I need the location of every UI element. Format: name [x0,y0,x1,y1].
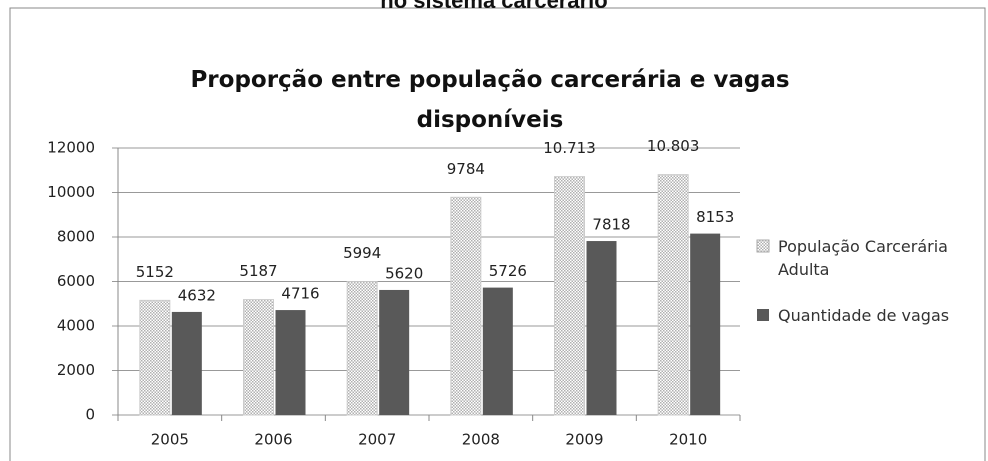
bar [554,176,585,416]
y-tick-label: 6000 [57,272,95,290]
x-tick-label: 2007 [358,431,396,449]
x-tick-label: 2006 [254,431,292,449]
value-label: 5620 [385,264,423,282]
bar [139,299,171,416]
bar [586,241,617,415]
bar [346,281,378,416]
x-tick-label: 2010 [669,431,707,449]
bar [275,310,306,415]
value-label: 5152 [136,263,174,281]
legend-label: População Carcerária Adulta [778,237,948,279]
legend-swatch [757,309,769,321]
y-tick-label: 2000 [57,361,95,379]
value-label: 5187 [239,262,277,280]
bar [243,299,274,416]
y-tick-label: 8000 [57,228,95,246]
legend-swatch [756,239,770,253]
value-label: 10.713 [543,139,596,157]
value-label: 5726 [489,262,527,280]
x-tick-label: 2008 [462,431,500,449]
y-tick-label: 12000 [47,139,95,157]
cropped-heading: no sistema carcerário [380,0,608,13]
value-label: 7818 [592,216,630,234]
legend-label: Quantidade de vagas [778,306,950,325]
value-label: 4632 [178,286,216,304]
value-label: 9784 [447,160,485,178]
y-tick-label: 4000 [57,317,95,335]
x-tick-label: 2009 [565,431,603,449]
chart-border [9,7,986,461]
value-label: 5994 [343,244,381,262]
bar [379,289,410,415]
y-tick-label: 0 [85,406,95,424]
bar [171,311,202,415]
x-tick-label: 2005 [151,431,189,449]
bar [690,233,721,415]
y-tick-label: 10000 [47,183,95,201]
bar [450,196,482,416]
chart-title: Proporção entre população carcerária e v… [190,67,790,133]
value-label: 10.803 [647,137,700,155]
bar [657,174,689,416]
bar [482,287,513,415]
value-label: 8153 [696,208,734,226]
value-label: 4716 [281,285,319,303]
